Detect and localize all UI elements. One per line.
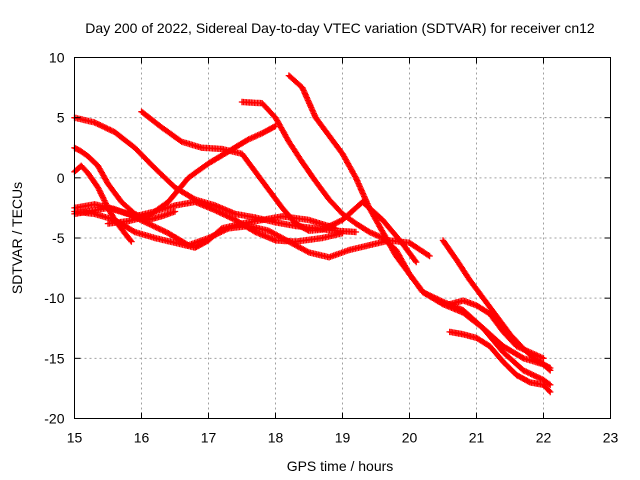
data-points	[71, 72, 554, 396]
y-tick-label: -20	[44, 411, 64, 427]
series-track-7	[138, 108, 420, 266]
x-tick-label: 18	[268, 430, 284, 446]
x-tick-label: 20	[402, 430, 418, 446]
series-track-10	[285, 72, 554, 388]
series-markers	[446, 297, 547, 362]
y-tick-label: -15	[44, 350, 64, 366]
x-tick-label: 19	[335, 430, 351, 446]
series-markers	[285, 72, 554, 388]
y-tick-label: -10	[44, 290, 64, 306]
y-tick-label: 5	[57, 110, 65, 126]
y-axis-label: SDTVAR / TECUs	[9, 182, 25, 294]
y-tick-label: 0	[57, 170, 65, 186]
y-tick-label: -5	[52, 230, 65, 246]
series-track-8	[104, 122, 279, 227]
series-track-12	[446, 328, 554, 396]
x-tick-label: 23	[603, 430, 619, 446]
series-markers	[446, 328, 554, 396]
x-tick-label: 21	[469, 430, 485, 446]
x-tick-label: 22	[536, 430, 552, 446]
x-tick-label: 15	[67, 430, 83, 446]
series-track-13	[446, 297, 547, 362]
x-axis-label: GPS time / hours	[287, 458, 394, 474]
axis-ticks: 15 16 17 18 19 20 21 22 23 -20 -15 -10 -5 0 5 10	[44, 50, 618, 446]
x-tick-label: 17	[201, 430, 217, 446]
series-markers	[138, 108, 420, 266]
chart-title: Day 200 of 2022, Sidereal Day-to-day VTE…	[85, 20, 595, 36]
y-tick-label: 10	[49, 50, 65, 66]
series-markers	[104, 122, 279, 227]
x-tick-label: 16	[134, 430, 150, 446]
